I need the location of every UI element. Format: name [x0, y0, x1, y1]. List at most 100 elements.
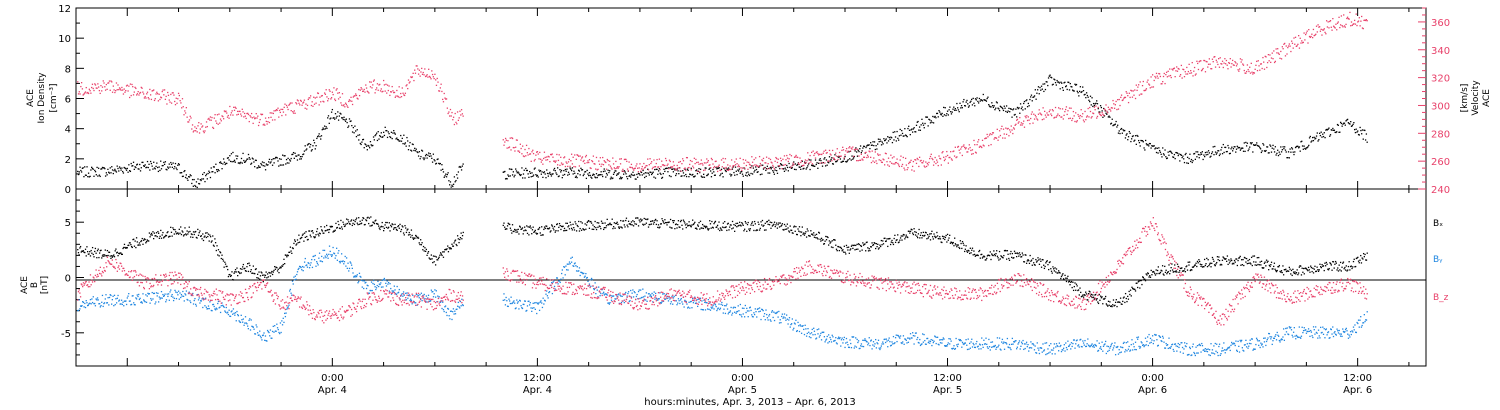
velocity-point [1002, 137, 1004, 139]
velocity-point [392, 90, 394, 92]
ion-density-point [590, 176, 592, 178]
ion-density-point [323, 128, 325, 130]
by-point [462, 304, 464, 307]
ion-density-point [1140, 139, 1142, 142]
ion-density-point [1096, 103, 1099, 105]
velocity-point [957, 145, 960, 148]
velocity-point [1026, 115, 1028, 117]
ion-density-point [1075, 83, 1078, 86]
velocity-point [736, 163, 738, 165]
ion-density-point [750, 172, 752, 175]
by-point [732, 307, 734, 309]
by-point [649, 295, 651, 297]
velocity-point [266, 123, 268, 125]
ion-density-point [174, 162, 177, 165]
by-point [197, 299, 200, 301]
velocity-point [745, 164, 748, 167]
ion-density-point [349, 120, 351, 123]
ion-density-point [233, 159, 236, 161]
velocity-point [1309, 36, 1311, 39]
velocity-point [1259, 69, 1261, 71]
ion-density-point [434, 160, 436, 162]
by-point [1147, 344, 1150, 347]
by-point [784, 317, 786, 319]
velocity-point [882, 158, 884, 160]
by-point [244, 322, 246, 324]
by-point [577, 270, 579, 272]
by-point [795, 330, 798, 333]
ion-density-point [625, 173, 627, 175]
left-y-tick-label: 8 [65, 64, 71, 75]
velocity-point [1083, 121, 1085, 123]
ion-density-point [682, 170, 684, 172]
ion-density-point [857, 149, 859, 151]
velocity-point [386, 92, 388, 94]
velocity-point [941, 152, 943, 154]
ion-density-point [1274, 146, 1277, 148]
by-point [1199, 344, 1201, 347]
velocity-point [932, 158, 934, 161]
ion-density-point [155, 165, 157, 168]
velocity-point [202, 125, 204, 127]
velocity-point [1188, 63, 1190, 66]
by-point [890, 344, 892, 346]
velocity-point [253, 116, 255, 118]
velocity-point [827, 160, 829, 162]
by-point [138, 293, 140, 296]
ion-density-point [652, 171, 654, 173]
ion-density-point [1303, 145, 1305, 147]
ion-density-point [1279, 153, 1281, 155]
ion-density-point [738, 168, 741, 170]
velocity-point [727, 169, 730, 172]
velocity-point [451, 111, 453, 114]
velocity-point [441, 90, 443, 93]
velocity-point [1295, 45, 1297, 48]
by-point [1038, 352, 1041, 355]
velocity-point [726, 169, 728, 171]
velocity-point [323, 101, 325, 103]
right-y-tick-label: 360 [1431, 18, 1450, 29]
ion-density-point [1186, 156, 1189, 158]
by-point [1127, 341, 1129, 343]
by-point [283, 321, 285, 324]
by-point [870, 340, 872, 342]
by-point [170, 289, 172, 291]
ion-density-point [1121, 132, 1123, 134]
by-point [902, 335, 905, 337]
ion-density-point [1168, 154, 1170, 156]
ion-density-point [787, 170, 789, 172]
velocity-point [1144, 89, 1147, 91]
velocity-point [524, 148, 526, 151]
ion-density-point [1021, 106, 1023, 108]
velocity-point [388, 85, 390, 87]
ion-density-point [1057, 81, 1060, 83]
ion-density-point [433, 159, 435, 161]
by-point [538, 302, 540, 304]
ion-density-point [974, 98, 977, 100]
velocity-point [643, 167, 646, 169]
by-point [807, 327, 809, 330]
velocity-point [1246, 64, 1249, 66]
by-point [551, 292, 554, 295]
velocity-point [825, 152, 828, 154]
velocity-point [313, 103, 316, 105]
ion-density-point [87, 172, 90, 174]
velocity-point [655, 162, 657, 165]
velocity-point [603, 160, 605, 162]
by-point [996, 346, 998, 349]
by-point [190, 301, 192, 304]
velocity-point [84, 92, 86, 94]
by-point [1208, 354, 1210, 356]
ion-density-point [376, 139, 379, 142]
ion-density-point [1326, 129, 1329, 131]
ion-density-point [1214, 151, 1217, 153]
by-point [1165, 342, 1167, 345]
ion-density-point [946, 113, 948, 115]
ion-density-point [554, 170, 556, 172]
ion-density-point [901, 129, 903, 132]
by-point [225, 306, 227, 309]
by-point [875, 347, 878, 349]
velocity-point [324, 93, 327, 95]
ion-density-point [581, 169, 583, 171]
by-point [1168, 337, 1170, 339]
